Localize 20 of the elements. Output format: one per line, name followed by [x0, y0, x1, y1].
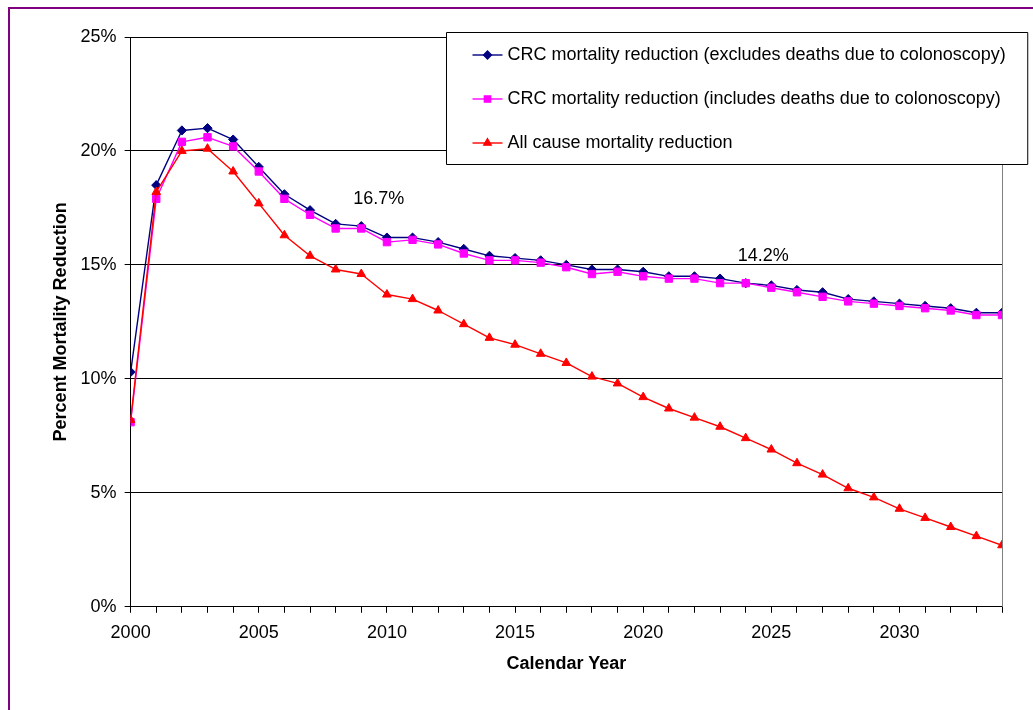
x-tick-label: 2020 [623, 621, 664, 642]
y-tick-label: 20% [80, 139, 117, 160]
y-tick-label: 10% [80, 367, 117, 388]
x-tick-label: 2030 [879, 621, 920, 642]
legend-label: CRC mortality reduction (excludes deaths due to colonoscopy) [507, 43, 1006, 64]
legend-label: CRC mortality reduction (includes deaths due to colonoscopy) [507, 87, 1001, 108]
y-tick-label: 25% [80, 25, 117, 46]
x-tick-label: 2010 [366, 621, 407, 642]
y-tick-label: 0% [90, 595, 117, 616]
x-tick-label: 2000 [110, 621, 151, 642]
y-tick-label: 5% [90, 481, 117, 502]
y-tick-label: 15% [80, 253, 117, 274]
y-axis-title: Percent Mortality Reduction [49, 202, 70, 442]
annotation: 14.2% [737, 245, 789, 266]
annotation: 16.7% [353, 188, 405, 209]
x-tick-label: 2015 [495, 621, 536, 642]
x-tick-label: 2025 [751, 621, 792, 642]
x-tick-label: 2005 [238, 621, 279, 642]
legend-label: All cause mortality reduction [507, 131, 733, 152]
x-axis-title: Calendar Year [506, 653, 627, 674]
